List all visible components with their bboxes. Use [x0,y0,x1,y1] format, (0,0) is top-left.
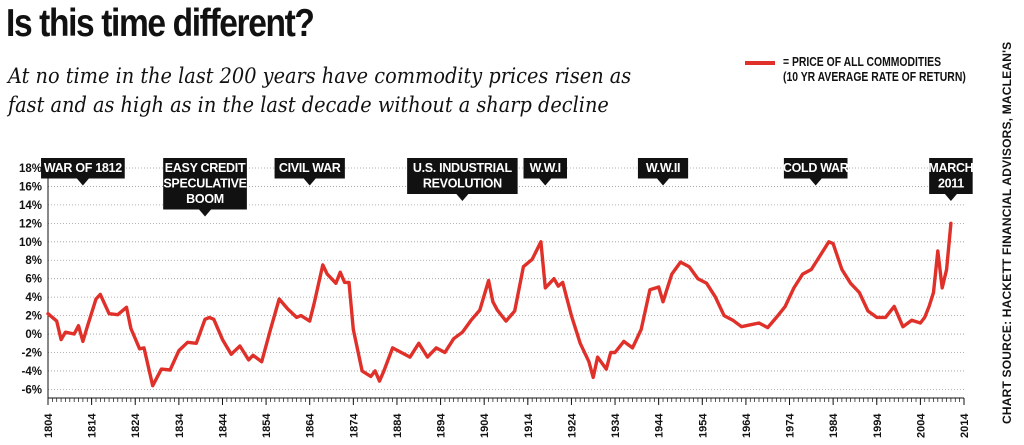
callout-box [274,158,345,179]
y-tick-label: -6% [22,384,42,396]
callout-box [523,158,568,179]
callout-box [929,158,973,194]
x-tick-label: 1964 [741,413,753,438]
legend-line-2: (10 YR AVERAGE RATE OF RETURN) [783,69,966,84]
x-tick-label: 1854 [261,413,273,438]
x-tick-label: 1994 [872,413,884,438]
callout-label: CIVIL WAR [279,161,341,175]
x-tick-label: 1924 [566,413,578,438]
y-tick-label: 12% [19,218,42,230]
legend-swatch [745,61,775,65]
x-tick-label: 2004 [915,413,927,438]
callout-label: EASY CREDIT [165,161,246,175]
x-tick-label: 1934 [610,413,622,438]
callout-pointer [809,178,822,186]
callout-label: U.S. INDUSTRIAL [413,161,513,175]
callout-pointer [944,194,957,201]
x-tick-label: 1824 [130,413,142,438]
chart-source: CHART SOURCE: HACKETT FINANCIAL ADVISORS… [1000,41,1014,424]
chart-title: Is this time different? [6,2,315,45]
x-tick-label: 1884 [392,413,404,438]
callout-pointer [76,178,89,186]
y-tick-label: 14% [19,200,42,212]
legend-line-1: = PRICE OF ALL COMMODITIES [783,54,942,69]
x-tick-label: 1984 [828,413,840,438]
callout-label: SPECULATIVE [163,177,246,191]
callout-label: 2011 [938,177,964,191]
x-tick-label: 1944 [654,413,666,438]
callout-label: MARCH [928,161,973,175]
series-line [46,221,953,388]
callout-label: W.W.I [530,161,561,175]
legend: = PRICE OF ALL COMMODITIES (10 YR AVERAG… [745,54,1011,84]
x-tick-label: 1804 [43,413,55,438]
x-tick-label: 1904 [479,413,491,438]
y-tick-label: 18% [19,163,42,175]
callout-box [41,158,125,179]
y-tick-label: -2% [22,347,42,359]
legend-text: = PRICE OF ALL COMMODITIES (10 YR AVERAG… [783,54,966,84]
callout-label: WAR OF 1812 [44,161,122,175]
x-tick-label: 1914 [523,413,535,438]
line-chart: -6% -4% -2% 0% 2% 4% 6% 8% 10% 12% 14% 16% 18% 1804 18… [19,158,974,438]
chart-subtitle: At no time in the last 200 years have co… [8,64,632,117]
x-tick-label: 1894 [436,413,448,438]
callout-pointer [657,178,670,186]
y-tick-label: -4% [22,366,42,378]
callout-label: W.W.II [646,161,680,175]
x-tick-label: 1814 [87,413,99,438]
callout-box [783,158,848,179]
y-tick-label: 6% [25,274,42,286]
y-tick-label: 4% [25,292,42,304]
callout-box [407,158,518,194]
callout-label: REVOLUTION [423,177,502,191]
callout-pointer [456,194,469,201]
callout-box [637,158,689,179]
callout-label: BOOM [186,192,224,206]
callout-box [163,158,247,210]
x-tick-label: 2014 [959,413,971,438]
callout-pointer [539,178,552,186]
callout-label: COLD WAR [783,161,849,175]
x-tick-label: 1844 [217,413,229,438]
callout-pointer [199,209,212,217]
y-tick-label: 10% [19,237,42,249]
y-tick-label: 8% [25,255,42,267]
y-tick-label: 0% [25,329,42,341]
x-tick-label: 1864 [305,413,317,438]
x-tick-label: 1874 [348,413,360,438]
x-tick-label: 1974 [785,413,797,438]
callout-pointer [303,178,316,186]
x-tick-label: 1834 [174,413,186,438]
x-tick-label: 1954 [697,413,709,438]
y-tick-label: 16% [19,181,42,193]
y-tick-label: 2% [25,311,42,323]
